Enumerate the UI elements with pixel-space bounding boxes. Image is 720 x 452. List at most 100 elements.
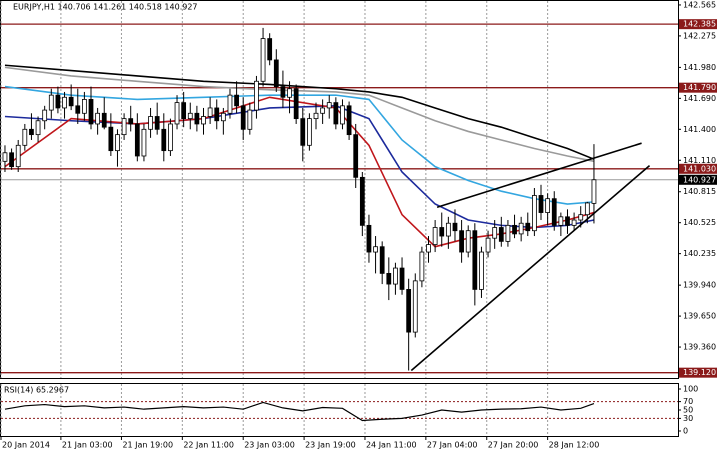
candle-body: [75, 105, 81, 114]
y-tick-label: 140.525: [683, 218, 716, 227]
candle-body: [134, 123, 140, 157]
candle-body: [42, 109, 48, 122]
x-tick-label: 23 Jan 03:00: [244, 441, 295, 450]
candle-body: [2, 152, 8, 162]
candle-body: [373, 246, 378, 253]
x-tick-label: 23 Jan 19:00: [305, 441, 356, 450]
candle-body: [280, 86, 286, 98]
rsi-label: RSI(14) 65.2967: [4, 386, 69, 395]
candle-body: [452, 222, 458, 232]
main-panel: [0, 0, 679, 379]
last-price-box: [679, 174, 717, 185]
moving-average: [4, 66, 595, 163]
level-label: 141.790: [683, 83, 716, 92]
candle-body: [174, 102, 180, 125]
x-tick-label: 22 Jan 11:00: [183, 441, 234, 450]
candle-body: [254, 80, 259, 111]
candle-body: [591, 179, 597, 204]
candle-body: [81, 99, 87, 114]
candle-body: [512, 224, 517, 235]
candle-body: [412, 280, 418, 333]
candle-body: [62, 96, 67, 109]
level-label: 142.385: [683, 20, 716, 29]
y-tick-label: 140.815: [683, 187, 716, 196]
rsi-tick-label: 50: [683, 406, 693, 415]
candle-body: [227, 94, 233, 114]
candle-body: [333, 102, 339, 125]
candle-body: [353, 134, 359, 178]
candle-body: [359, 176, 365, 226]
candle-body: [571, 219, 577, 226]
candle-body: [532, 195, 537, 232]
candle-body: [95, 112, 101, 125]
x-tick-label: 27 Jan 20:00: [488, 441, 539, 450]
candle-body: [68, 96, 74, 107]
candle-body: [551, 198, 557, 226]
chart-title: EURJPY,H1 140.706 141.261 140.518 140.92…: [13, 3, 198, 12]
trend-line: [410, 164, 651, 372]
candle-body: [287, 88, 292, 98]
candle-body: [558, 216, 564, 226]
last-price-label: 140.927: [683, 175, 716, 184]
x-tick-label: 24 Jan 11:00: [366, 441, 417, 450]
candle-body: [307, 118, 312, 146]
candle-body: [545, 198, 551, 213]
candle-body: [267, 38, 273, 61]
y-tick-label: 139.360: [683, 343, 716, 352]
level-label: 141.030: [683, 164, 716, 173]
candle-body: [161, 128, 167, 152]
y-tick-label: 141.690: [683, 94, 716, 103]
x-tick-label: 20 Jan 2014: [2, 441, 50, 450]
candle-body: [220, 112, 226, 122]
level-box: [679, 82, 717, 93]
y-tick-label: 139.650: [683, 312, 716, 321]
candle-body: [207, 107, 213, 117]
candle-body: [439, 227, 445, 237]
candle-body: [445, 222, 451, 237]
trend-line: [436, 142, 642, 208]
candle-body: [479, 251, 484, 290]
candle-body: [386, 272, 392, 285]
candle-body: [492, 227, 498, 239]
candle-body: [406, 289, 412, 333]
candle-body: [326, 102, 332, 109]
candle-body: [459, 230, 464, 253]
candle-body: [538, 195, 544, 213]
candle-body: [379, 246, 385, 274]
rsi-line: [4, 401, 595, 422]
candle-body: [565, 216, 570, 226]
moving-average: [4, 64, 595, 160]
candle-body: [293, 88, 299, 120]
y-tick-label: 141.110: [683, 156, 716, 165]
candle-body: [240, 105, 246, 130]
rsi-tick-label: 30: [683, 414, 693, 423]
candle-body: [29, 128, 34, 136]
y-tick-label: 142.275: [683, 31, 716, 40]
candle-body: [505, 224, 511, 242]
candle-body: [214, 107, 220, 122]
candle-body: [108, 126, 114, 152]
candle-body: [578, 214, 584, 221]
candle-body: [366, 224, 372, 253]
y-tick-label: 141.980: [683, 63, 716, 72]
candle-body: [154, 116, 160, 130]
candle-body: [128, 118, 134, 125]
candle-body: [55, 94, 61, 109]
level-label: 139.120: [683, 368, 716, 377]
candle-body: [432, 227, 438, 245]
level-box: [679, 19, 717, 30]
candle-body: [518, 222, 524, 235]
candle-body: [273, 59, 279, 88]
candle-body: [101, 112, 107, 128]
y-tick-label: 141.400: [683, 125, 716, 134]
x-tick-label: 21 Jan 03:00: [62, 441, 113, 450]
candle-body: [35, 120, 41, 136]
candle-body: [340, 105, 345, 125]
candle-body: [313, 112, 319, 120]
candle-body: [584, 202, 590, 216]
candle-body: [15, 144, 21, 168]
candle-body: [22, 128, 28, 146]
candle-body: [465, 230, 471, 253]
